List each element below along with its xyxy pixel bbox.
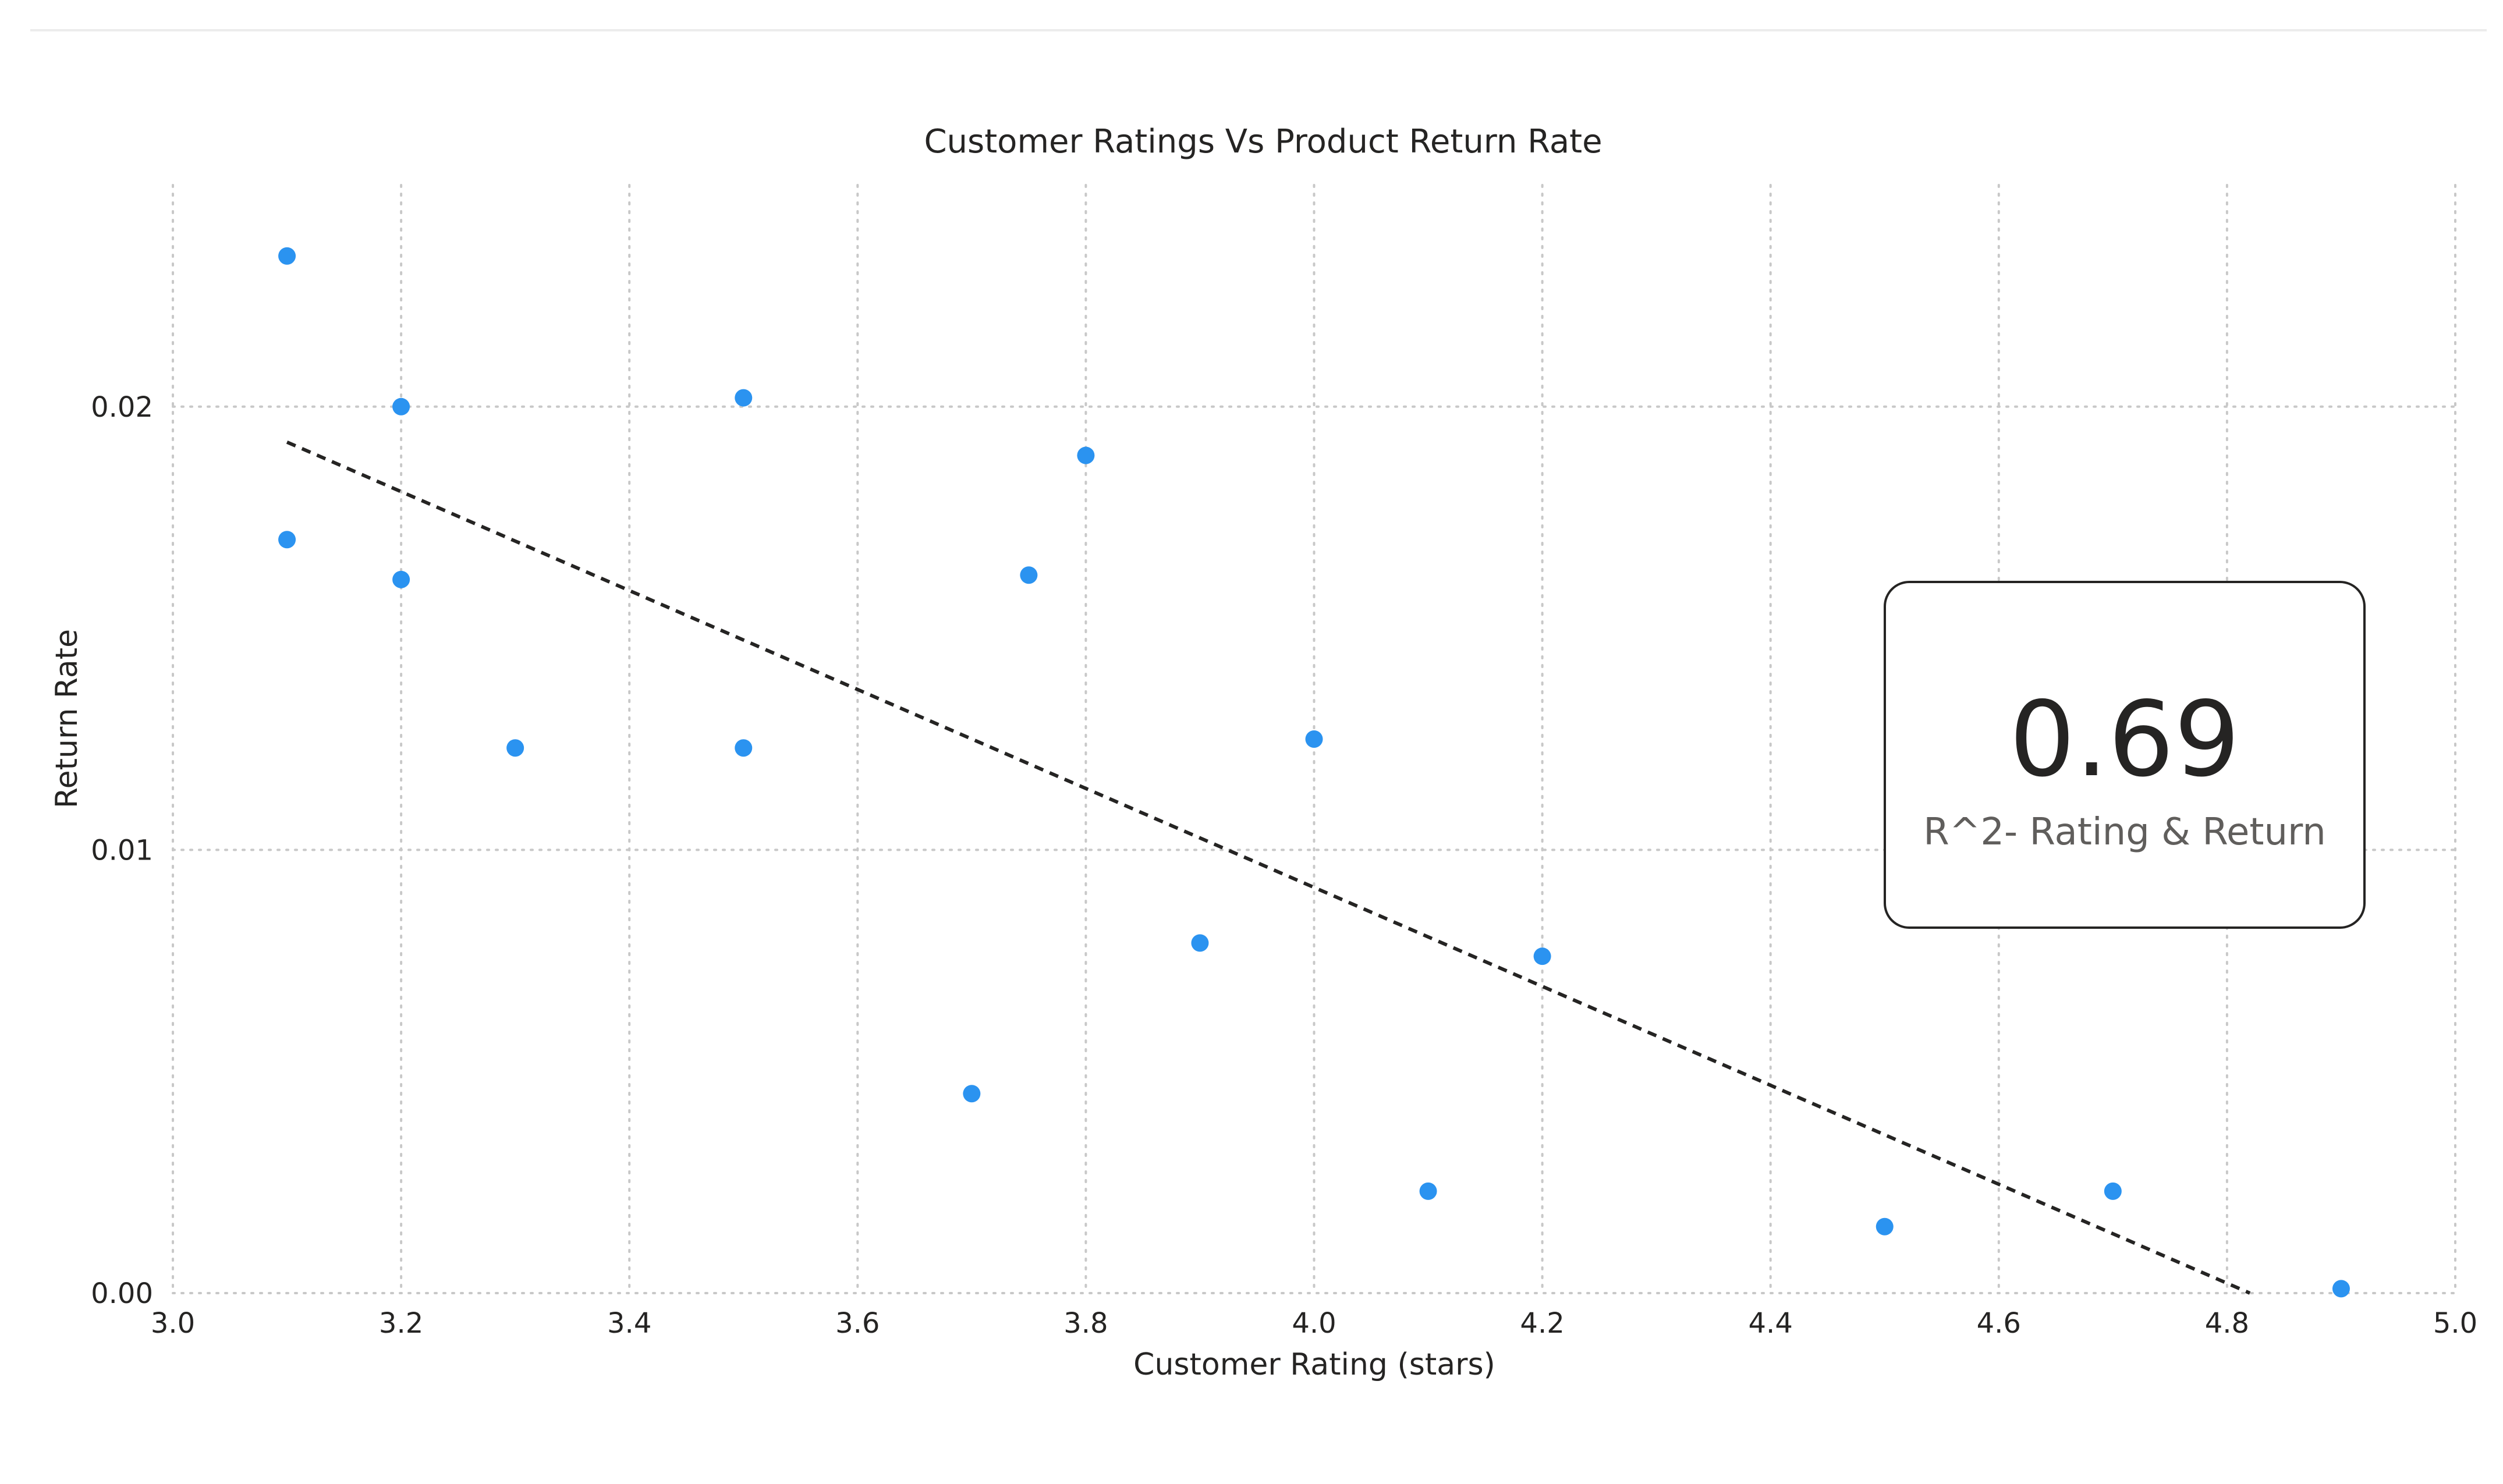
x-tick-label: 3.4 [607, 1307, 651, 1340]
r-squared-label: R^2- Rating & Return [1923, 811, 2326, 854]
scatter-point[interactable] [506, 739, 524, 757]
scatter-point[interactable] [1305, 730, 1323, 748]
scatter-point[interactable] [1876, 1217, 1894, 1236]
x-axis-ticks: 3.0 3.2 3.4 3.6 3.8 4.0 4.2 4.4 4.6 4.8 5.0 [151, 1307, 2477, 1340]
x-tick-label: 3.0 [151, 1307, 195, 1340]
trend-line [286, 440, 2251, 1295]
y-tick-label: 0.02 [91, 391, 153, 424]
scatter-point[interactable] [2104, 1182, 2122, 1200]
x-tick-label: 4.8 [2205, 1307, 2249, 1340]
trend-line-group [286, 440, 2251, 1295]
scatter-point[interactable] [392, 397, 410, 416]
y-axis-ticks: 0.00 0.01 0.02 [91, 391, 153, 1310]
x-tick-label: 3.2 [379, 1307, 423, 1340]
r-squared-card: 0.69 R^2- Rating & Return [1884, 581, 2366, 929]
scatter-point[interactable] [278, 531, 296, 549]
scatter-point[interactable] [735, 389, 753, 407]
scatter-point[interactable] [392, 570, 410, 588]
scatter-point[interactable] [1419, 1182, 1437, 1200]
x-tick-label: 5.0 [2433, 1307, 2477, 1340]
r-squared-value: 0.69 [2009, 679, 2240, 800]
x-axis-title: Customer Rating (stars) [1133, 1347, 1495, 1382]
chart-title: Customer Ratings Vs Product Return Rate [924, 123, 1602, 161]
x-tick-label: 3.8 [1063, 1307, 1108, 1340]
y-tick-label: 0.00 [91, 1277, 153, 1310]
scatter-point[interactable] [1020, 566, 1038, 584]
x-tick-label: 4.2 [1520, 1307, 1564, 1340]
top-divider [30, 29, 2487, 31]
x-tick-label: 4.4 [1749, 1307, 1793, 1340]
data-points [278, 247, 2350, 1298]
scatter-point[interactable] [1191, 934, 1209, 952]
gridlines [172, 184, 2456, 1294]
x-tick-label: 3.6 [835, 1307, 880, 1340]
scatter-point[interactable] [1077, 446, 1095, 464]
x-tick-label: 4.0 [1292, 1307, 1336, 1340]
y-tick-label: 0.01 [91, 834, 153, 867]
y-axis-title: Return Rate [49, 629, 84, 808]
scatter-point[interactable] [1533, 947, 1551, 965]
scatter-point[interactable] [963, 1085, 981, 1103]
scatter-point[interactable] [2332, 1280, 2350, 1298]
scatter-point[interactable] [735, 739, 753, 757]
scatter-point[interactable] [278, 247, 296, 265]
x-tick-label: 4.6 [1977, 1307, 2021, 1340]
